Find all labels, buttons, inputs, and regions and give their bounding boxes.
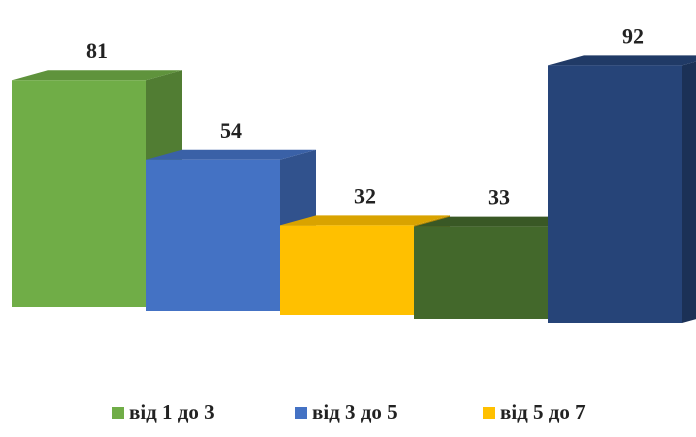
bar-3-front	[280, 225, 414, 315]
legend-item-3: від 5 до 7	[483, 400, 586, 425]
legend-label-2: від 3 до 5	[312, 400, 398, 424]
bar-2-front	[146, 159, 280, 311]
legend-swatch-1	[112, 406, 124, 419]
legend-swatch-2	[295, 406, 307, 419]
data-label-2: 54	[220, 118, 242, 143]
chart-legend: від 1 до 3 від 3 до 5 від 5 до 7	[0, 400, 696, 432]
data-label-4: 33	[488, 185, 510, 210]
bar-2-top	[146, 149, 316, 160]
bar-5	[548, 55, 696, 324]
bars-layer	[12, 55, 696, 324]
data-labels-layer: 81 54 32 33 92	[86, 23, 644, 209]
legend-label-1: від 1 до 3	[129, 400, 215, 424]
bar-1-top	[12, 70, 182, 81]
bar-5-top	[548, 55, 696, 66]
legend-item-2: від 3 до 5	[295, 400, 398, 425]
data-label-1: 81	[86, 38, 108, 63]
bar-4-front	[414, 226, 548, 319]
bar-chart-3d: 81 54 32 33 92	[12, 23, 696, 324]
legend-label-3: від 5 до 7	[500, 400, 586, 424]
data-label-3: 32	[354, 183, 376, 208]
bar-1-front	[12, 80, 146, 307]
bar-5-front	[548, 65, 682, 324]
legend-item-1: від 1 до 3	[112, 400, 215, 425]
bar-5-side	[682, 61, 696, 323]
bar-3-top	[280, 215, 450, 226]
bar-4-top	[414, 216, 584, 227]
legend-swatch-3	[483, 406, 495, 419]
data-label-5: 92	[622, 23, 644, 48]
